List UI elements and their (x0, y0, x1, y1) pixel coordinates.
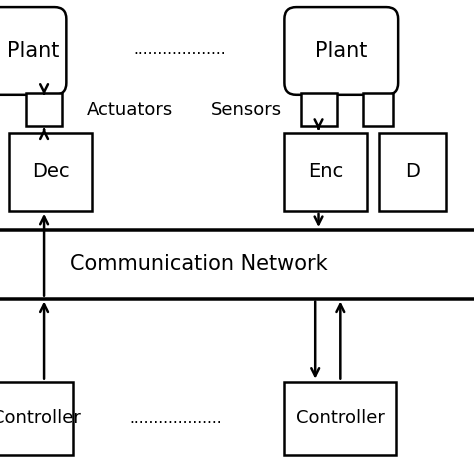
Bar (379, 133, 446, 211)
Text: ...................: ................... (129, 411, 222, 426)
Text: Dec: Dec (32, 162, 70, 182)
Bar (0, 382, 73, 455)
Text: ...................: ................... (134, 42, 227, 57)
Text: Plant: Plant (7, 41, 59, 61)
Bar (26, 93, 62, 126)
Bar (284, 382, 396, 455)
Bar (284, 133, 367, 211)
Text: Plant: Plant (315, 41, 367, 61)
Text: D: D (405, 162, 420, 182)
Bar (9, 133, 92, 211)
FancyBboxPatch shape (284, 7, 398, 95)
Text: Actuators: Actuators (87, 101, 173, 119)
Bar (301, 93, 337, 126)
Text: Sensors: Sensors (211, 101, 282, 119)
Bar (363, 93, 393, 126)
Text: Controller: Controller (0, 410, 81, 427)
Text: Enc: Enc (308, 162, 344, 182)
Text: Controller: Controller (296, 410, 384, 427)
FancyBboxPatch shape (0, 7, 66, 95)
Text: Communication Network: Communication Network (70, 255, 328, 274)
